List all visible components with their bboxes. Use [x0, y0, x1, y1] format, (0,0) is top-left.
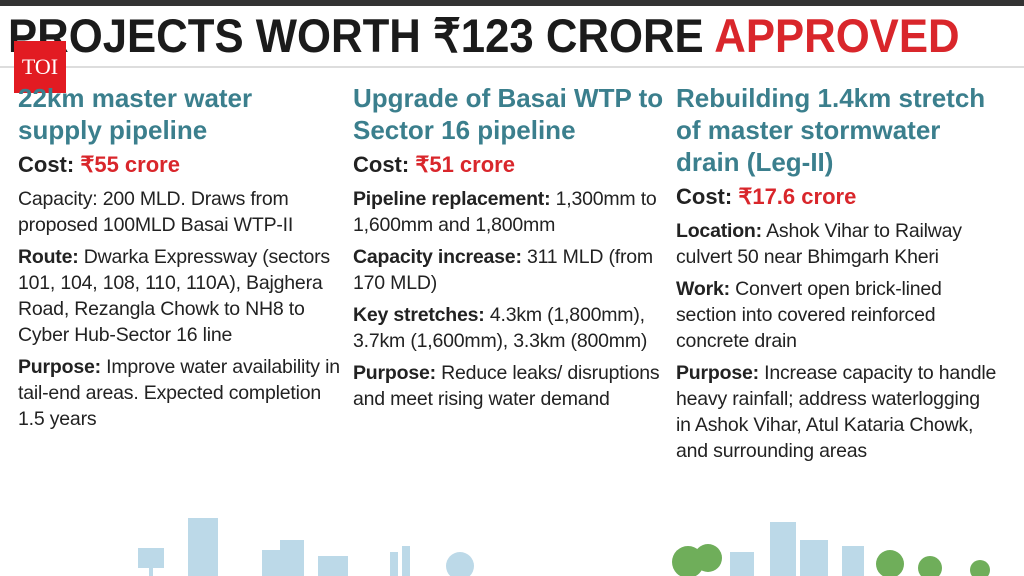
detail-text: 4.3km (1,800mm), 3.7km (1,600mm), 3.3km … — [353, 304, 648, 352]
detail-text: Increase capacity to handle heavy rainfa… — [676, 362, 997, 462]
detail-label: Key stretches: — [353, 304, 485, 326]
detail: Route: Dwarka Expressway (sectors 101, 1… — [18, 244, 340, 348]
detail: Capacity: 200 MLD. Draws from proposed 1… — [18, 186, 340, 238]
detail-label: Purpose: — [18, 356, 101, 378]
project-column: Rebuilding 1.4km stretch of master storm… — [676, 82, 998, 470]
headline: PROJECTS WORTH ₹123 CRORE APPROVED — [8, 8, 960, 64]
detail-text: Reduce leaks/ disruptions and meet risin… — [353, 362, 660, 410]
detail: Work: Convert open brick-lined section i… — [676, 276, 998, 354]
detail: Key stretches: 4.3km (1,800mm), 3.7km (1… — [353, 302, 675, 354]
cost-label: Cost: — [676, 184, 733, 209]
project-column: 22km master water supply pipeline Cost: ₹… — [18, 82, 340, 438]
detail: Capacity increase: 311 MLD (from 170 MLD… — [353, 244, 675, 296]
detail: Location: Ashok Vihar to Railway culvert… — [676, 218, 998, 270]
cost-value: ₹51 crore — [415, 152, 515, 177]
detail-text: Convert open brick-lined section into co… — [676, 278, 942, 352]
headline-text: PROJECTS WORTH ₹123 CRORE — [8, 9, 704, 62]
detail: Pipeline replacement: 1,300mm to 1,600mm… — [353, 186, 675, 238]
detail-text: Dwarka Expressway (sectors 101, 104, 108… — [18, 246, 330, 346]
detail-label: Capacity increase: — [353, 246, 522, 268]
detail-label: Pipeline replacement: — [353, 188, 551, 210]
cost: Cost: ₹55 crore — [18, 150, 340, 180]
project-title: Upgrade of Basai WTP to Sector 16 pipeli… — [353, 83, 664, 145]
detail-label: Route: — [18, 246, 79, 268]
top-bar — [0, 0, 1024, 6]
detail-text: 311 MLD (from 170 MLD) — [353, 246, 653, 294]
divider — [0, 66, 1024, 68]
project-title: Rebuilding 1.4km stretch of master storm… — [676, 83, 986, 177]
detail-text: Improve water availability in tail-end a… — [18, 356, 340, 430]
cost-value: ₹55 crore — [80, 152, 180, 177]
cost: Cost: ₹17.6 crore — [676, 182, 998, 212]
project-title: 22km master water supply pipeline — [18, 83, 253, 145]
logo: TOI — [14, 41, 66, 93]
detail: Purpose: Reduce leaks/ disruptions and m… — [353, 360, 675, 412]
detail-text: 1,300mm to 1,600mm and 1,800mm — [353, 188, 657, 236]
cost-value: ₹17.6 crore — [738, 184, 857, 209]
skyline-decoration — [138, 518, 990, 576]
cost-label: Cost: — [353, 152, 410, 177]
cost: Cost: ₹51 crore — [353, 150, 675, 180]
detail: Purpose: Improve water availability in t… — [18, 354, 340, 432]
detail-text: Capacity: 200 MLD. Draws from proposed 1… — [18, 188, 294, 236]
detail-label: Work: — [676, 278, 730, 300]
detail-text: Ashok Vihar to Railway culvert 50 near B… — [676, 220, 962, 268]
detail-label: Purpose: — [353, 362, 436, 384]
detail: Purpose: Increase capacity to handle hea… — [676, 360, 998, 464]
headline-highlight: APPROVED — [714, 9, 960, 62]
cost-label: Cost: — [18, 152, 75, 177]
project-column: Upgrade of Basai WTP to Sector 16 pipeli… — [353, 82, 675, 418]
detail-label: Purpose: — [676, 362, 759, 384]
detail-label: Location: — [676, 220, 762, 242]
